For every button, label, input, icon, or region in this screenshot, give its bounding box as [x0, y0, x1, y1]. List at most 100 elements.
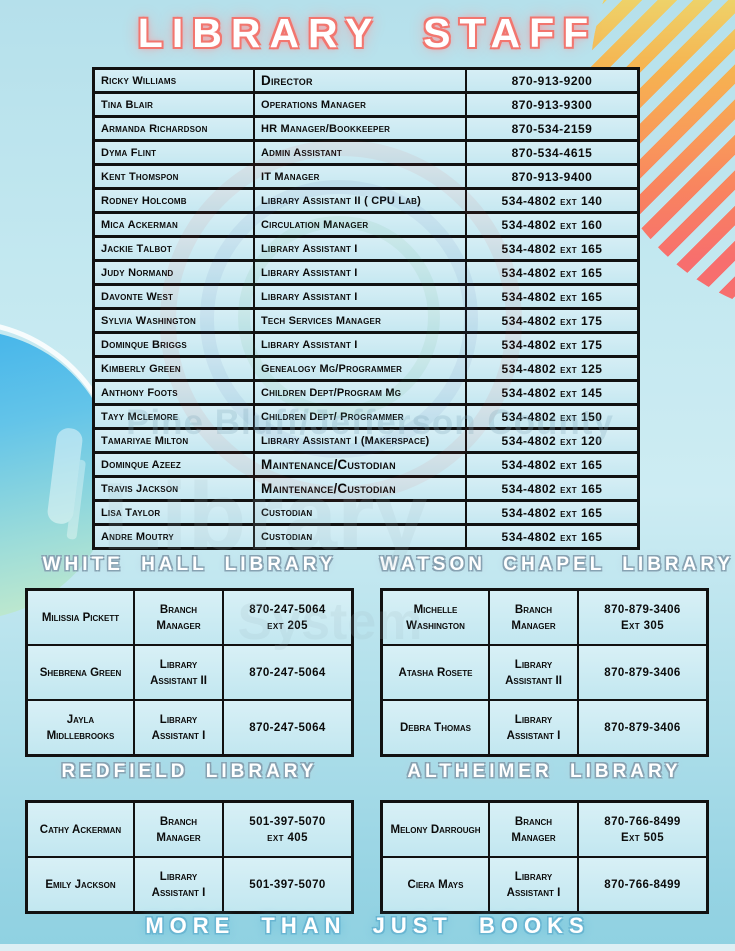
- staff-name-cell: Tamariyae Milton: [95, 430, 253, 451]
- staff-name-cell: Dyma Flint: [95, 142, 253, 163]
- staff-title-cell: IT Manager: [255, 166, 465, 187]
- branch-staff-name-cell: Jayla Midllebrooks: [28, 701, 133, 754]
- staff-title-cell: Library Assistant II ( CPU Lab): [255, 190, 465, 211]
- staff-title-cell: Library Assistant I: [255, 262, 465, 283]
- staff-phone-cell: 534-4802 ext 175: [467, 310, 637, 331]
- bottom-strip: [0, 944, 735, 951]
- staff-name-cell: Jackie Talbot: [95, 238, 253, 259]
- staff-name-cell: Lisa Taylor: [95, 502, 253, 523]
- staff-name-cell: Tina Blair: [95, 94, 253, 115]
- staff-title-cell: Maintenance/Custodian: [255, 454, 465, 475]
- staff-title-cell: Genealogy Mg/Programmer: [255, 358, 465, 379]
- staff-title-cell: Custodian: [255, 502, 465, 523]
- staff-name-cell: Armanda Richardson: [95, 118, 253, 139]
- altheimer-table: Melony Darrough Branch Manager 870-766-8…: [380, 800, 709, 914]
- branch-staff-name-cell: Shebrena Green: [28, 646, 133, 699]
- staff-title-cell: Children Dept/Program Mg: [255, 382, 465, 403]
- phone-number: 870-247-5064: [249, 666, 326, 679]
- phone-number: 870-879-3406: [604, 603, 681, 616]
- phone-ext: ext 405: [267, 831, 308, 844]
- staff-title-cell: Maintenance/Custodian: [255, 478, 465, 499]
- staff-name-cell: Tayy Mclemore: [95, 406, 253, 427]
- branch-staff-phone-cell: 501-397-5070: [224, 858, 351, 911]
- staff-name-cell: Rodney Holcomb: [95, 190, 253, 211]
- staff-name-cell: Andre Moutry: [95, 526, 253, 547]
- phone-number: 870-247-5064: [249, 603, 326, 616]
- staff-title-cell: Library Assistant I (Makerspace): [255, 430, 465, 451]
- staff-name-cell: Kent Thomspon: [95, 166, 253, 187]
- staff-phone-cell: 870-534-2159: [467, 118, 637, 139]
- staff-phone-cell: 534-4802 ext 140: [467, 190, 637, 211]
- phone-number: 870-247-5064: [249, 721, 326, 734]
- staff-name-cell: Mica Ackerman: [95, 214, 253, 235]
- branch-staff-name-cell: Michelle Washington: [383, 591, 488, 644]
- footer-slogan: MORE THAN JUST BOOKS: [145, 913, 590, 938]
- white-hall-table: Milissia Pickett Branch Manager 870-247-…: [25, 588, 354, 757]
- staff-name-cell: Anthony Foots: [95, 382, 253, 403]
- staff-title-cell: Custodian: [255, 526, 465, 547]
- staff-phone-cell: 534-4802 ext 150: [467, 406, 637, 427]
- staff-name-cell: Travis Jackson: [95, 478, 253, 499]
- phone-ext: ext 205: [267, 619, 308, 632]
- branch-staff-phone-cell: 870-879-3406: [579, 701, 706, 754]
- staff-phone-cell: 534-4802 ext 175: [467, 334, 637, 355]
- branch-staff-phone-cell: 870-766-8499: [579, 858, 706, 911]
- branch-staff-title-cell: Library Assistant I: [490, 858, 577, 911]
- branch-staff-title-cell: Branch Manager: [135, 803, 222, 856]
- staff-phone-cell: 534-4802 ext 160: [467, 214, 637, 235]
- branch-staff-phone-cell: 501-397-5070 ext 405: [224, 803, 351, 856]
- phone-number: 870-766-8499: [604, 878, 681, 891]
- staff-phone-cell: 534-4802 ext 165: [467, 238, 637, 259]
- branch-staff-title-cell: Branch Manager: [490, 591, 577, 644]
- branch-staff-name-cell: Melony Darrough: [383, 803, 488, 856]
- staff-name-cell: Judy Normand: [95, 262, 253, 283]
- staff-phone-cell: 870-913-9400: [467, 166, 637, 187]
- staff-title-cell: Director: [255, 70, 465, 91]
- redfield-table: Cathy Ackerman Branch Manager 501-397-50…: [25, 800, 354, 914]
- staff-phone-cell: 870-913-9200: [467, 70, 637, 91]
- staff-name-cell: Sylvia Washington: [95, 310, 253, 331]
- branch-staff-phone-cell: 870-247-5064 ext 205: [224, 591, 351, 644]
- staff-phone-cell: 534-4802 ext 165: [467, 454, 637, 475]
- staff-title-cell: Library Assistant I: [255, 334, 465, 355]
- staff-name-cell: Kimberly Green: [95, 358, 253, 379]
- staff-name-cell: Dominque Azeez: [95, 454, 253, 475]
- branch-staff-phone-cell: 870-879-3406: [579, 646, 706, 699]
- staff-title-cell: Tech Services Manager: [255, 310, 465, 331]
- watson-chapel-table: Michelle Washington Branch Manager 870-8…: [380, 588, 709, 757]
- staff-phone-cell: 534-4802 ext 120: [467, 430, 637, 451]
- phone-ext: Ext 505: [620, 831, 665, 844]
- staff-phone-cell: 534-4802 ext 125: [467, 358, 637, 379]
- page-title: LIBRARY STAFF: [137, 10, 598, 56]
- staff-phone-cell: 870-913-9300: [467, 94, 637, 115]
- phone-number: 870-766-8499: [604, 815, 681, 828]
- staff-phone-cell: 534-4802 ext 165: [467, 262, 637, 283]
- staff-phone-cell: 534-4802 ext 165: [467, 286, 637, 307]
- branch-staff-title-cell: Library Assistant I: [490, 701, 577, 754]
- staff-phone-cell: 534-4802 ext 165: [467, 478, 637, 499]
- branch-staff-title-cell: Library Assistant II: [135, 646, 222, 699]
- branch-staff-name-cell: Debra Thomas: [383, 701, 488, 754]
- staff-title-cell: Operations Manager: [255, 94, 465, 115]
- branch-staff-phone-cell: 870-879-3406 Ext 305: [579, 591, 706, 644]
- branch-staff-phone-cell: 870-247-5064: [224, 701, 351, 754]
- branch-staff-title-cell: Branch Manager: [490, 803, 577, 856]
- branch-staff-title-cell: Library Assistant I: [135, 858, 222, 911]
- branch-staff-name-cell: Emily Jackson: [28, 858, 133, 911]
- branch-staff-name-cell: Milissia Pickett: [28, 591, 133, 644]
- staff-phone-cell: 870-534-4615: [467, 142, 637, 163]
- staff-title-cell: Library Assistant I: [255, 238, 465, 259]
- branch-staff-phone-cell: 870-766-8499 Ext 505: [579, 803, 706, 856]
- white-hall-heading: WHITE HALL LIBRARY: [42, 554, 337, 575]
- branch-staff-title-cell: Library Assistant I: [135, 701, 222, 754]
- phone-number: 501-397-5070: [249, 878, 326, 891]
- staff-title-cell: HR Manager/Bookkeeper: [255, 118, 465, 139]
- branch-staff-name-cell: Cathy Ackerman: [28, 803, 133, 856]
- staff-title-cell: Admin Assistant: [255, 142, 465, 163]
- phone-number: 501-397-5070: [249, 815, 326, 828]
- staff-phone-cell: 534-4802 ext 145: [467, 382, 637, 403]
- staff-phone-cell: 534-4802 ext 165: [467, 526, 637, 547]
- phone-number: 870-879-3406: [604, 721, 681, 734]
- altheimer-heading: ALTHEIMER LIBRARY: [407, 761, 682, 782]
- staff-phone-cell: 534-4802 ext 165: [467, 502, 637, 523]
